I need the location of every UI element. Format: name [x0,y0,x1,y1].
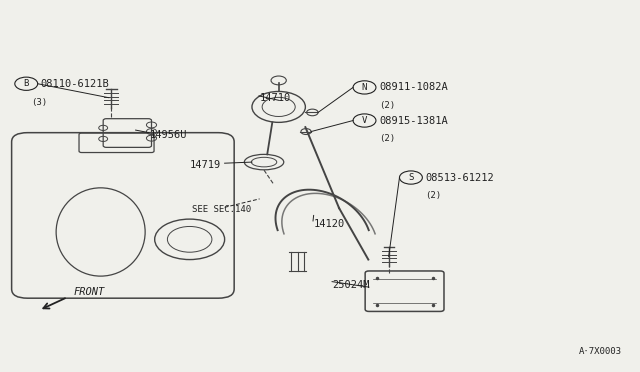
Text: 08110-6121B: 08110-6121B [41,79,109,89]
Text: 14120: 14120 [314,219,345,229]
Text: V: V [362,116,367,125]
Text: 14710: 14710 [260,93,291,103]
Text: (2): (2) [379,134,396,143]
Text: 25024M: 25024M [333,280,370,289]
Text: SEE SEC.140: SEE SEC.140 [191,205,251,214]
Text: FRONT: FRONT [74,286,105,296]
Text: (2): (2) [426,191,442,200]
Text: 14956U: 14956U [150,130,187,140]
Text: 08513-61212: 08513-61212 [426,173,494,183]
Text: A·7X0003: A·7X0003 [579,347,622,356]
Text: 14719: 14719 [189,160,221,170]
Text: (2): (2) [379,100,396,110]
Text: S: S [408,173,413,182]
Text: 08915-1381A: 08915-1381A [379,116,448,125]
Text: N: N [362,83,367,92]
Text: 08911-1082A: 08911-1082A [379,83,448,92]
Text: (3): (3) [31,98,47,108]
Text: B: B [24,79,29,88]
